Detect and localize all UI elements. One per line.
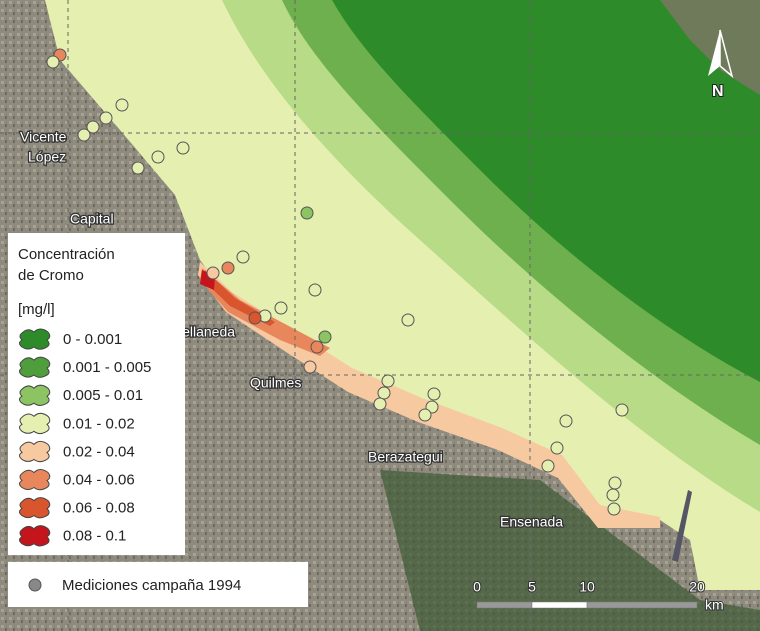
sample-point (308, 283, 322, 297)
points-legend-symbol (28, 578, 42, 592)
legend-label: 0.001 - 0.005 (63, 359, 151, 376)
north-arrow: N (708, 29, 734, 101)
legend-label: 0.01 - 0.02 (63, 415, 135, 432)
sample-point (115, 98, 129, 112)
sample-point (300, 206, 314, 220)
sample-point (206, 266, 220, 280)
legend-swatch (19, 356, 51, 378)
plume-0.04-0.06 (200, 268, 330, 356)
north-label: N (712, 83, 724, 100)
sample-point (176, 141, 190, 155)
scale-tick-label: 0 (473, 579, 481, 595)
place-label: Vicente (20, 129, 67, 145)
sample-point (377, 386, 391, 400)
sample-point (401, 313, 415, 327)
sample-point (381, 374, 395, 388)
sample-point (86, 120, 100, 134)
place-label: López (28, 149, 66, 165)
points-legend-label: Mediciones campaña 1994 (62, 577, 241, 594)
jetty (672, 490, 692, 562)
sample-point (427, 387, 441, 401)
zone-0-0.001 (332, 0, 760, 382)
legend-swatch (19, 384, 51, 406)
legend-items: 0 - 0.001 0.001 - 0.005 0.005 - 0.01 0.01 -… (19, 328, 151, 547)
green-land (380, 470, 760, 631)
legend-label: 0 - 0.001 (63, 331, 122, 348)
sample-point (318, 330, 332, 344)
sample-point (236, 250, 250, 264)
place-label: Quilmes (250, 375, 301, 391)
sample-point (559, 414, 573, 428)
scale-segment (531, 601, 588, 609)
scale-tick-label: 10 (579, 579, 595, 595)
legend-label: 0.005 - 0.01 (63, 387, 143, 404)
sample-point (77, 128, 91, 142)
land-north (660, 0, 760, 95)
sample-point (46, 55, 60, 69)
scale-tick-label: 20 (689, 579, 705, 595)
sample-points (46, 48, 629, 516)
legend-swatch (19, 497, 51, 519)
legend-swatch (19, 440, 51, 463)
sample-point (615, 403, 629, 417)
scale-segment (586, 601, 698, 609)
scale-segment (476, 601, 533, 609)
sample-point (310, 340, 324, 354)
legend-label: 0.06 - 0.08 (63, 500, 135, 517)
sample-point (248, 311, 262, 325)
legend-swatch (19, 328, 51, 350)
place-label: Ensenada (500, 514, 563, 530)
legend-swatch (19, 412, 51, 435)
place-label: Capital (70, 211, 114, 227)
scale-tick-label: 5 (528, 579, 536, 595)
legend-label: 0.04 - 0.06 (63, 471, 135, 488)
sample-point (303, 360, 317, 374)
legend-label: 0.02 - 0.04 (63, 443, 135, 460)
legend-title: Concentración (18, 246, 115, 263)
legend-swatch (19, 469, 51, 491)
sample-point (99, 111, 113, 125)
place-label: Berazategui (368, 449, 443, 465)
legend-swatch (19, 525, 51, 547)
sample-point (274, 301, 288, 315)
sample-point (606, 488, 620, 502)
sample-point (221, 261, 235, 275)
sample-point (608, 476, 622, 490)
legend-label: 0.08 - 0.1 (63, 528, 126, 545)
sample-point (607, 502, 621, 516)
legend-unit: [mg/l] (18, 301, 55, 318)
sample-point (151, 150, 165, 164)
points-legend-box (8, 562, 308, 607)
sample-point (418, 408, 432, 422)
scale-unit: km (705, 597, 724, 613)
sample-point (373, 397, 387, 411)
legend-title: de Cromo (18, 267, 84, 284)
sample-point (131, 161, 145, 175)
sample-point (550, 441, 564, 455)
sample-point (541, 459, 555, 473)
